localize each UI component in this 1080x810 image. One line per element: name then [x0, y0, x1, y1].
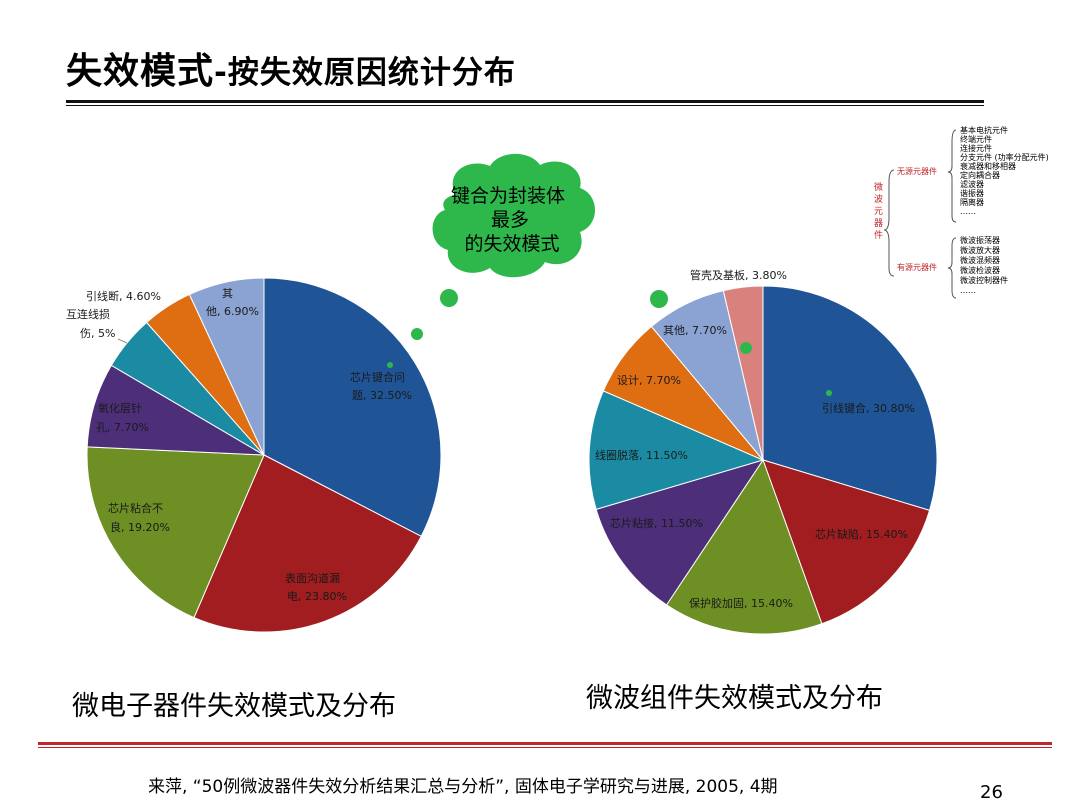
pie1-caption: 微电子器件失效模式及分布	[72, 684, 396, 723]
pie1-label-1a: 表面沟道漏	[285, 571, 340, 585]
bubble-line1: 键合为封装体	[451, 185, 565, 207]
tree-passive-item: 定向耦合器	[960, 171, 1000, 180]
pie2-label-0: 引线键合, 30.80%	[822, 401, 915, 415]
pie1-label-4a: 互连线损	[66, 307, 110, 321]
footer-rule	[38, 742, 1052, 745]
pie1-label-2a: 芯片粘合不	[108, 501, 163, 515]
tree-active-item: 微波混频器	[960, 256, 1000, 265]
source-citation: 来萍, “50例微波器件失效分析结果汇总与分析”, 固体电子学研究与进展, 20…	[148, 772, 778, 797]
tree-passive-item: 谐振器	[960, 189, 984, 198]
tree-passive-item: 终端元件	[960, 135, 992, 144]
pie1-label-5a: 引线断, 4.60%	[86, 289, 161, 303]
bubble-dot-large	[440, 289, 458, 307]
bubble-dot-right-small	[826, 390, 832, 396]
pie2-label-3: 芯片粘接, 11.50%	[610, 516, 703, 530]
pie1-label-0a: 芯片键合问	[350, 370, 405, 384]
tree-passive-item: 衰减器和移相器	[960, 162, 1016, 171]
tree-active-item: ……	[960, 286, 976, 295]
pie2-label-5: 设计, 7.70%	[617, 374, 681, 387]
tree-active-item: 微波控制器件	[960, 276, 1008, 285]
tree-passive-item: 滤波器	[960, 180, 984, 189]
tree-active-item: 微波放大器	[960, 246, 1000, 255]
pie2-label-1: 芯片缺陷, 15.40%	[815, 527, 908, 541]
bubble-dot-right-large	[650, 290, 668, 308]
pie1-label-6a: 其	[222, 287, 233, 300]
pie-chart-microelectronic	[87, 278, 441, 632]
bubble-dot-medium	[411, 328, 423, 340]
bubble-line2: 最多	[491, 209, 529, 231]
tree-passive-label: 无源元器件	[897, 167, 937, 176]
pie2-label-6: 其他, 7.70%	[663, 324, 727, 337]
footer-rule-thin	[38, 747, 1052, 748]
pie2-label-2: 保护胶加固, 15.40%	[689, 596, 793, 610]
tree-passive-item: ……	[960, 207, 976, 216]
tree-passive-item: 隔离器	[960, 198, 984, 207]
pie1-label-4b: 伤, 5%	[80, 327, 115, 340]
tree-root-label: 微波元器件	[874, 182, 884, 242]
pie1-leader-line	[118, 339, 127, 343]
tree-passive-item: 基本电抗元件	[960, 126, 1008, 135]
bubble-dot-right-medium	[740, 342, 752, 354]
pie1-label-2b: 良, 19.20%	[110, 520, 170, 534]
tree-active-item: 微波检波器	[960, 266, 1000, 275]
page-number: 26	[980, 782, 1003, 803]
pie1-label-3b: 孔, 7.70%	[96, 421, 149, 434]
bubble-dot-small	[387, 362, 393, 368]
pie1-label-0b: 题, 32.50%	[352, 389, 412, 402]
pie2-label-7: 管壳及基板, 3.80%	[690, 268, 787, 282]
bubble-line3: 的失效模式	[464, 233, 559, 255]
pie2-label-4: 线圈脱落, 11.50%	[595, 448, 688, 462]
tree-passive-item: 分支元件 (功率分配元件)	[960, 153, 1049, 162]
tree-active-label: 有源元器件	[897, 263, 937, 272]
tree-passive-item: 连接元件	[960, 144, 992, 153]
pie1-label-1b: 电, 23.80%	[287, 590, 347, 603]
microwave-component-tree: 微波元器件 无源元器件 有源元器件 基本电抗元件 终端元件 连接元件 分支元件 …	[872, 122, 1077, 302]
pie2-caption: 微波组件失效模式及分布	[586, 676, 883, 715]
pie1-label-6b: 他, 6.90%	[206, 305, 259, 318]
tree-active-item: 微波振荡器	[960, 236, 1000, 245]
pie1-label-3a: 氧化层针	[98, 401, 142, 415]
